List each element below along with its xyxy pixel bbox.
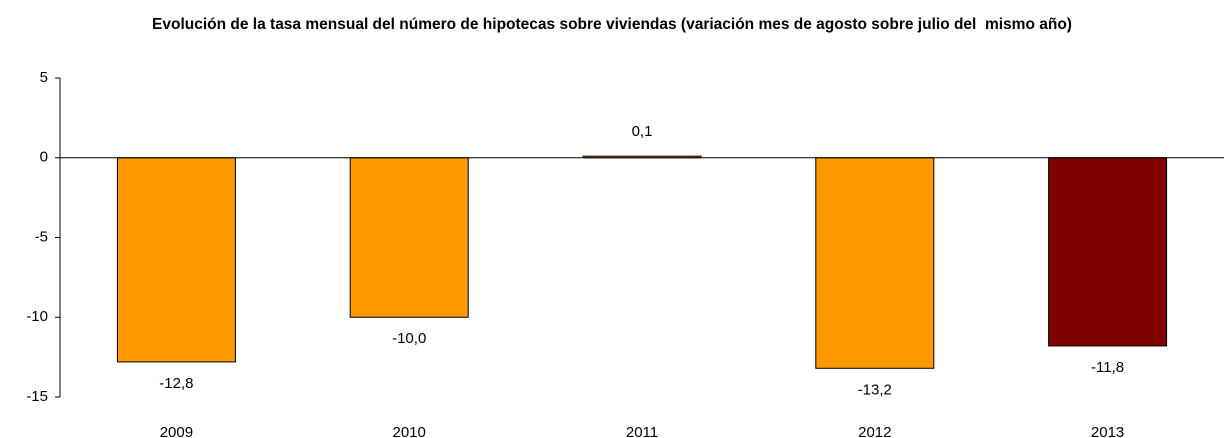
bar (815, 157, 935, 369)
chart-title: Evolución de la tasa mensual del número … (152, 16, 1072, 33)
x-tick-label: 2009 (160, 424, 193, 438)
bar (349, 157, 469, 318)
x-tick-label: 2012 (858, 424, 891, 438)
value-label: 0,1 (632, 123, 653, 140)
y-tick-label: 5 (40, 69, 48, 86)
x-tick-label: 2010 (393, 424, 426, 438)
y-tick-label: 0 (40, 149, 48, 166)
bar (1048, 157, 1168, 347)
y-tick-label: -10 (26, 308, 48, 325)
value-label: -11,8 (1091, 359, 1124, 376)
value-label: -12,8 (159, 375, 193, 392)
bar (116, 157, 236, 363)
y-tick-label: -15 (26, 388, 48, 405)
x-tick-label: 2011 (626, 424, 658, 438)
x-tick-label: 2013 (1091, 424, 1124, 438)
value-label: -13,2 (858, 381, 892, 398)
y-tick-label: -5 (35, 228, 48, 245)
value-label: -10,0 (392, 330, 426, 347)
